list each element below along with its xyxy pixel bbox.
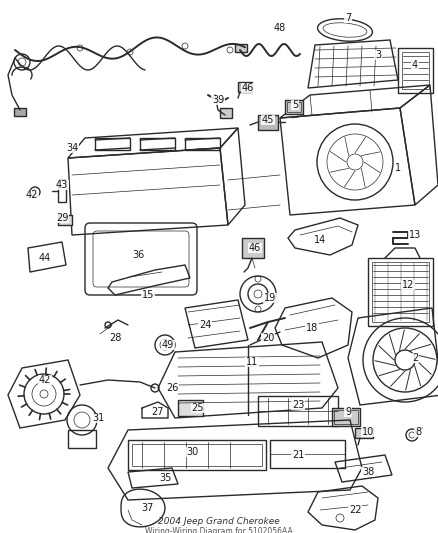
Text: 25: 25	[192, 403, 204, 413]
Text: 44: 44	[39, 253, 51, 263]
Text: 13: 13	[409, 230, 421, 240]
Bar	[368, 258, 433, 326]
Bar	[242, 238, 264, 258]
Text: 18: 18	[306, 323, 318, 333]
Text: 38: 38	[362, 467, 374, 477]
Bar	[68, 430, 96, 448]
Text: 48: 48	[274, 23, 286, 33]
Bar	[178, 400, 203, 416]
Bar	[334, 410, 358, 424]
Text: 7: 7	[345, 13, 351, 23]
Bar	[258, 396, 338, 426]
Text: 36: 36	[132, 250, 144, 260]
Text: 28: 28	[109, 333, 121, 343]
Text: 34: 34	[66, 143, 78, 153]
Bar	[270, 440, 345, 468]
Text: 49: 49	[162, 340, 174, 350]
Text: 37: 37	[142, 503, 154, 513]
Text: 20: 20	[262, 333, 274, 343]
Bar	[220, 108, 232, 118]
Text: 12: 12	[402, 280, 414, 290]
Text: 2: 2	[412, 353, 418, 363]
Bar	[258, 115, 278, 130]
Bar	[372, 262, 429, 322]
Bar	[132, 444, 262, 466]
Text: 35: 35	[159, 473, 171, 483]
Text: Wiring-Wiring Diagram for 5102056AA: Wiring-Wiring Diagram for 5102056AA	[145, 527, 293, 533]
Text: 4: 4	[412, 60, 418, 70]
Text: 3: 3	[375, 50, 381, 60]
Bar	[287, 102, 301, 112]
Text: 46: 46	[242, 83, 254, 93]
Text: 39: 39	[212, 95, 224, 105]
Text: 45: 45	[262, 115, 274, 125]
Bar	[398, 48, 433, 93]
Text: 9: 9	[345, 407, 351, 417]
Text: 43: 43	[56, 180, 68, 190]
Text: 2004 Jeep Grand Cherokee: 2004 Jeep Grand Cherokee	[158, 516, 280, 526]
Bar	[332, 408, 360, 426]
Text: 11: 11	[246, 357, 258, 367]
Text: 23: 23	[292, 400, 304, 410]
Text: 14: 14	[314, 235, 326, 245]
Text: 30: 30	[186, 447, 198, 457]
Text: 29: 29	[56, 213, 68, 223]
Bar	[285, 100, 303, 114]
Text: 31: 31	[92, 413, 104, 423]
Bar	[238, 82, 252, 92]
Bar	[355, 428, 373, 438]
Text: 46: 46	[249, 243, 261, 253]
Bar	[58, 180, 66, 202]
Bar	[58, 215, 72, 225]
Text: 21: 21	[292, 450, 304, 460]
Bar	[402, 52, 429, 89]
Text: 27: 27	[152, 407, 164, 417]
Bar	[128, 440, 266, 470]
Text: 42: 42	[39, 375, 51, 385]
Text: 24: 24	[199, 320, 211, 330]
Text: 10: 10	[362, 427, 374, 437]
Text: 42: 42	[26, 190, 38, 200]
Bar	[235, 44, 247, 52]
Text: 22: 22	[349, 505, 361, 515]
Bar	[14, 108, 26, 116]
Text: 15: 15	[142, 290, 154, 300]
Text: 8: 8	[415, 427, 421, 437]
Text: 5: 5	[292, 100, 298, 110]
Text: 26: 26	[166, 383, 178, 393]
Text: 19: 19	[264, 293, 276, 303]
Text: 1: 1	[395, 163, 401, 173]
